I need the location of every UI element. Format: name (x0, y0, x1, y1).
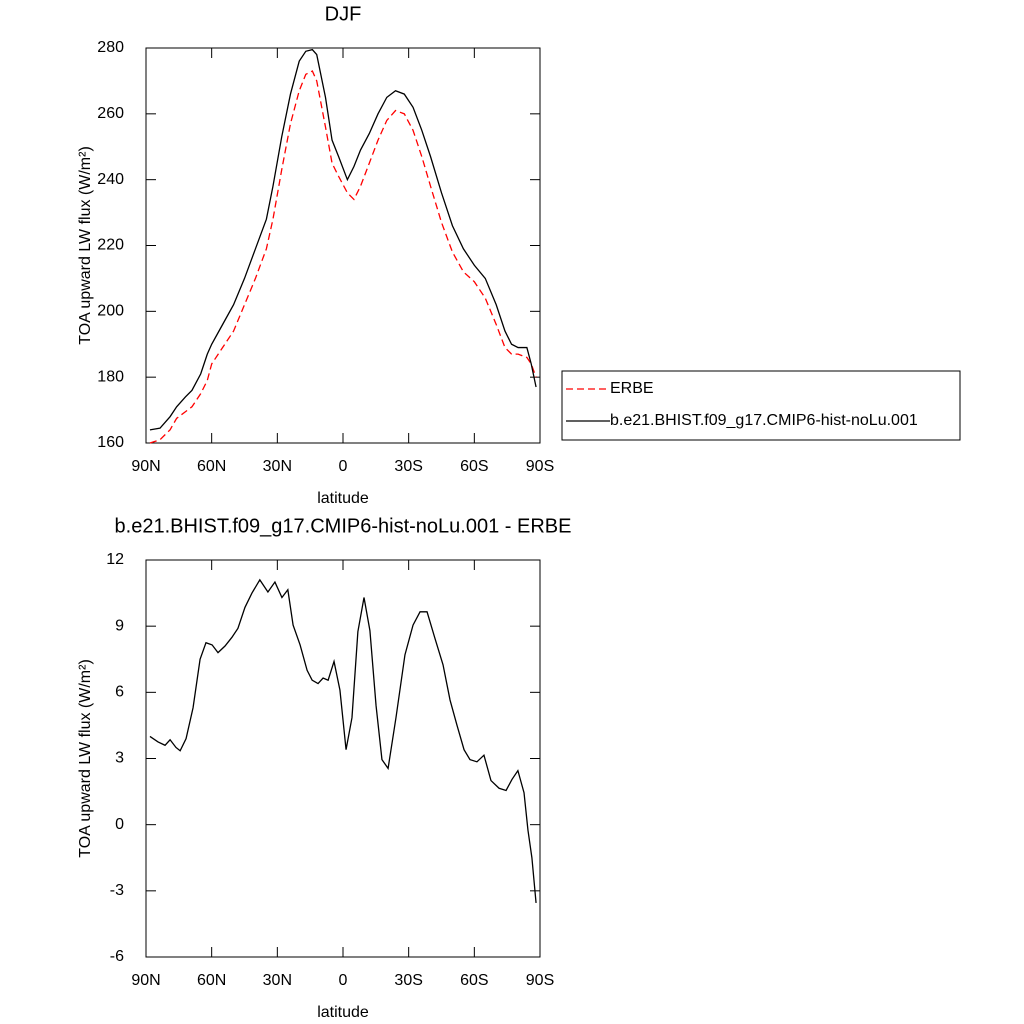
y-tick-label: 0 (115, 816, 124, 833)
legend-box (561, 370, 961, 441)
x-tick-label: 90N (131, 458, 160, 475)
y-axis-label: TOA upward LW flux (W/m²) (77, 659, 94, 858)
x-tick-label: 90S (526, 458, 554, 475)
x-tick-label: 30N (263, 972, 292, 989)
x-axis-label: latitude (317, 1004, 369, 1021)
x-tick-label: 0 (339, 458, 348, 475)
data-line (149, 70, 537, 444)
x-tick-label: 90N (131, 972, 160, 989)
y-axis-label: TOA upward LW flux (W/m²) (77, 146, 94, 345)
chart-title: DJF (325, 3, 362, 25)
x-tick-label: 30N (263, 458, 292, 475)
y-tick-label: 180 (97, 368, 124, 385)
legend-label: b.e21.BHIST.f09_g17.CMIP6-hist-noLu.001 (610, 412, 918, 429)
y-tick-label: 280 (97, 39, 124, 56)
y-tick-label: 240 (97, 171, 124, 188)
data-line (149, 578, 537, 904)
x-tick-label: 60S (460, 972, 488, 989)
x-tick-label: 60N (197, 972, 226, 989)
x-tick-label: 30S (394, 972, 422, 989)
x-tick-label: 0 (339, 972, 348, 989)
y-tick-label: 6 (115, 684, 124, 701)
y-tick-label: 260 (97, 105, 124, 122)
x-tick-label: 30S (394, 458, 422, 475)
chart-title: b.e21.BHIST.f09_g17.CMIP6-hist-noLu.001 … (115, 515, 572, 537)
y-tick-label: 200 (97, 303, 124, 320)
y-tick-label: 9 (115, 617, 124, 634)
y-tick-label: 220 (97, 237, 124, 254)
y-tick-label: -3 (110, 882, 124, 899)
x-tick-label: 60N (197, 458, 226, 475)
x-tick-label: 60S (460, 458, 488, 475)
y-tick-label: 12 (106, 551, 124, 568)
legend-label: ERBE (610, 380, 654, 397)
y-tick-label: -6 (110, 948, 124, 965)
y-tick-label: 160 (97, 434, 124, 451)
data-line (149, 48, 537, 431)
y-tick-label: 3 (115, 750, 124, 767)
x-axis-label: latitude (317, 490, 369, 507)
x-tick-label: 90S (526, 972, 554, 989)
